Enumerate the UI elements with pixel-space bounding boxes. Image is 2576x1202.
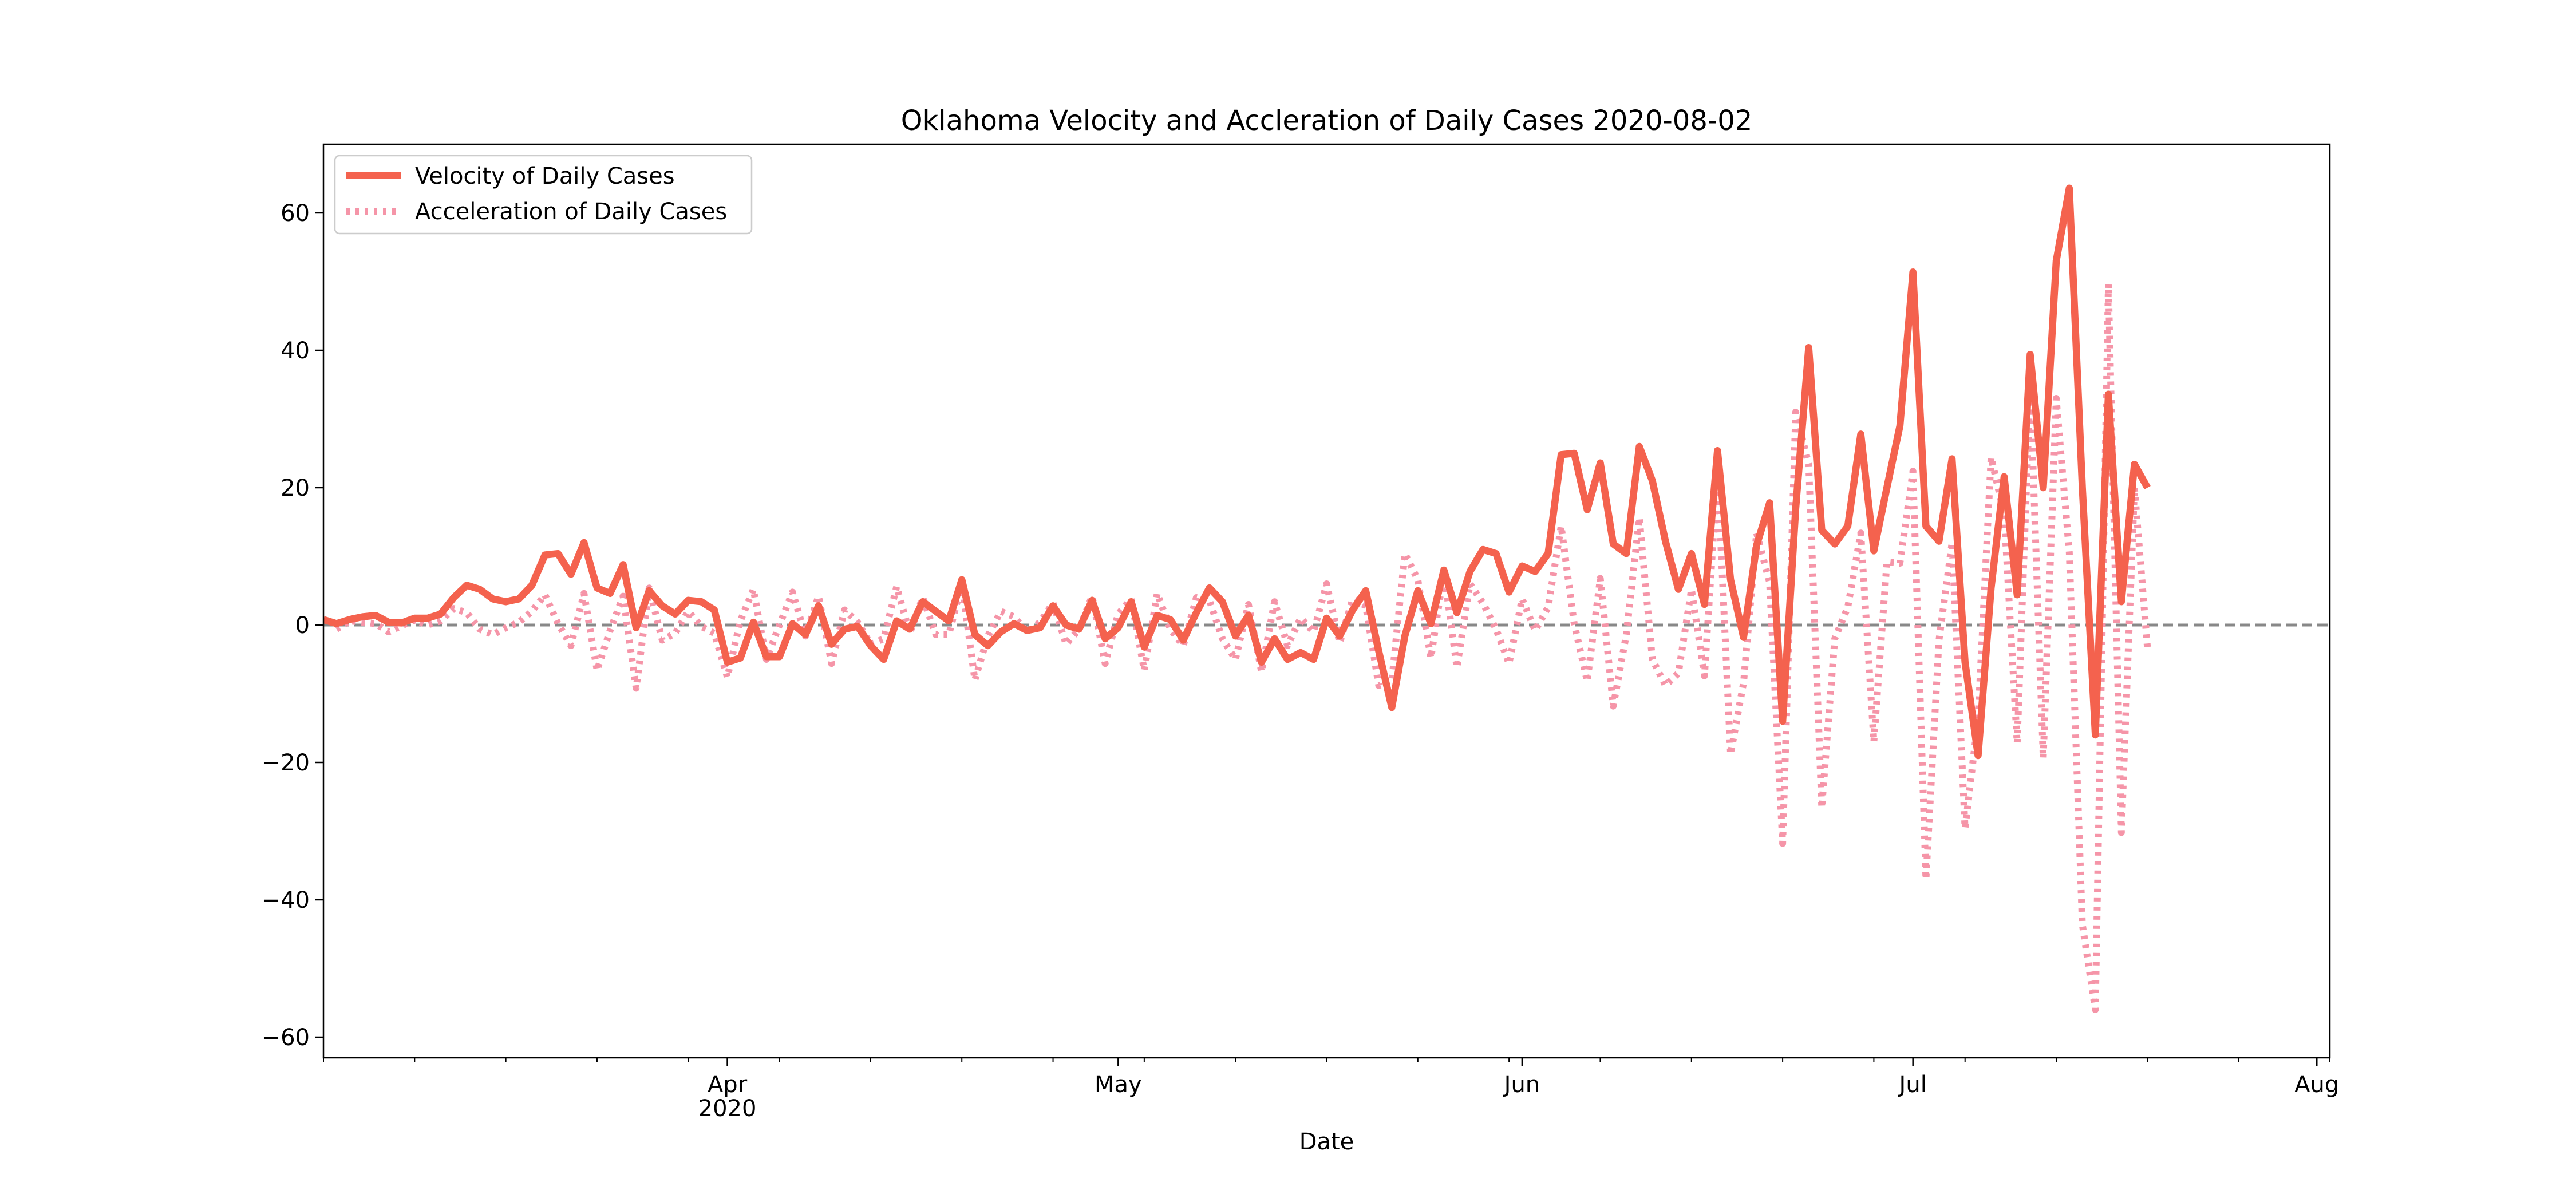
velocity-series-line	[323, 184, 2151, 760]
y-tick-label: 0	[295, 612, 310, 639]
legend-label-acceleration: Acceleration of Daily Cases	[415, 199, 727, 225]
x-tick-sublabel: 2020	[698, 1096, 757, 1122]
y-axis: −60 −40 −20 0 20 40 60	[262, 200, 323, 1051]
x-tick-label: Apr	[708, 1071, 748, 1098]
y-tick-label: 20	[280, 475, 310, 501]
plot-frame	[322, 143, 2331, 1059]
chart-title: Oklahoma Velocity and Accleration of Dai…	[901, 105, 1753, 137]
acceleration-series-line	[334, 280, 2151, 1013]
x-tick-label: Jul	[1898, 1071, 1927, 1098]
x-axis-title: Date	[1299, 1129, 1354, 1155]
y-tick-label: −40	[262, 887, 310, 914]
plot-area	[323, 184, 2330, 1013]
legend-label-velocity: Velocity of Daily Cases	[415, 163, 675, 189]
plot-content	[323, 184, 2330, 1013]
x-tick-label: Aug	[2294, 1071, 2339, 1098]
y-tick-label: −20	[262, 750, 310, 776]
legend-box	[334, 155, 753, 235]
x-tick-label: Jun	[1503, 1071, 1540, 1098]
y-tick-label: 40	[280, 338, 310, 364]
y-tick-label: −60	[262, 1025, 310, 1051]
x-tick-label: May	[1095, 1071, 1142, 1098]
y-tick-label: 60	[280, 200, 310, 227]
legend: Velocity of Daily Cases Acceleration of D…	[334, 155, 753, 235]
